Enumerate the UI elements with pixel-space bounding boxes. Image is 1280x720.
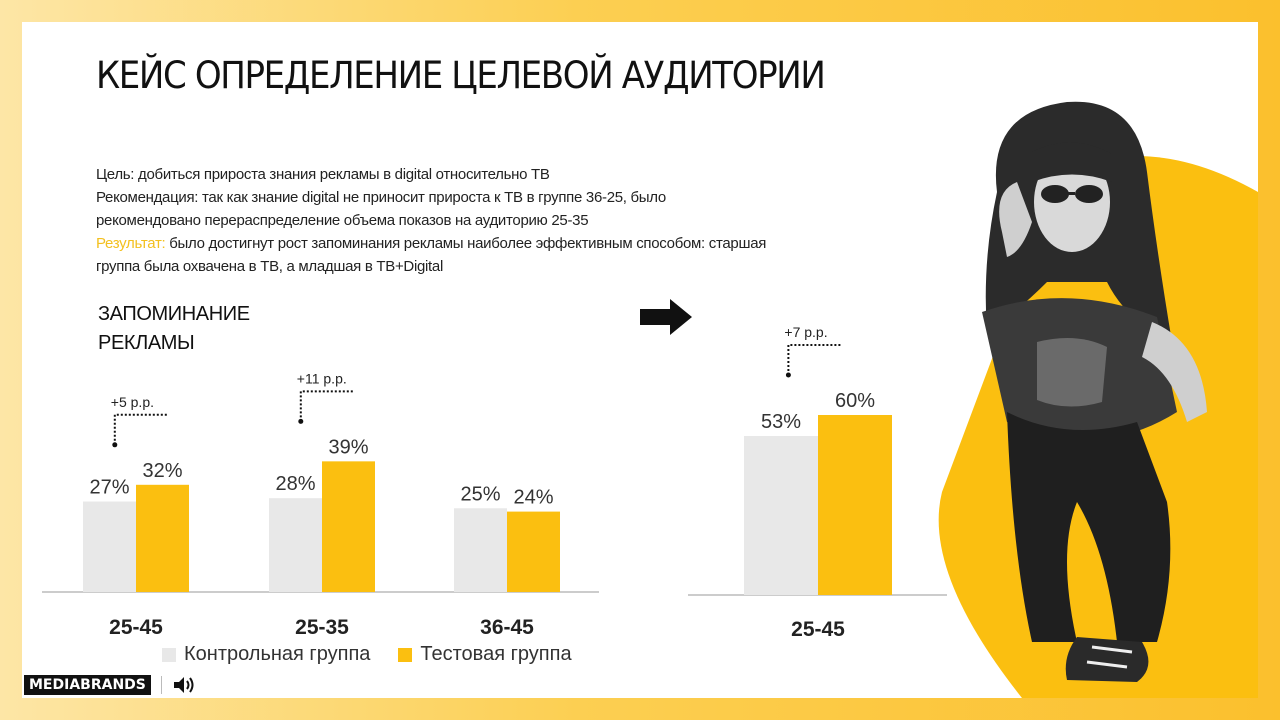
bar-test (507, 511, 560, 592)
chart-legend: Контрольная группа Тестовая группа (162, 643, 572, 666)
legend-swatch-control (162, 647, 176, 662)
divider (160, 676, 162, 694)
annotation-label: +7 p.p. (784, 324, 827, 340)
legend-label-control: Контрольная группа (184, 643, 371, 665)
annotation-label: +11 p.p. (297, 370, 347, 386)
bar-control (454, 508, 507, 592)
result-text-2: группа была охвачена в ТВ, а младшая в Т… (96, 258, 443, 275)
legend-item-test: Тестовая группа (398, 643, 572, 666)
result-line-1: Результат: было достигнут рост запоминан… (96, 232, 856, 255)
bar-control (744, 436, 818, 595)
page-title: КЕЙС ОПРЕДЕЛЕНИЕ ЦЕЛЕВОЙ АУДИТОРИИ (96, 54, 826, 97)
result-text-1: было достигнут рост запоминания рекламы … (165, 235, 767, 252)
category-label: 25-45 (109, 616, 163, 639)
description: Цель: добиться прироста знания рекламы в… (96, 163, 856, 278)
annotation-connector (299, 390, 353, 422)
legend-swatch-test (398, 647, 413, 662)
annotation-connector (787, 344, 841, 375)
speaker-icon[interactable] (172, 675, 196, 695)
footer: MEDIABRANDS (24, 675, 196, 695)
data-label-test: 32% (142, 460, 182, 482)
recommendation-text-2: рекомендовано перераспределение объема п… (96, 212, 589, 229)
bar-control (269, 498, 322, 592)
metric-line-2: РЕКЛАМЫ (98, 332, 195, 354)
category-label: 25-35 (295, 616, 349, 639)
annotation-label: +5 p.p. (111, 394, 154, 410)
bar-test (818, 415, 892, 595)
category-label: 25-45 (791, 618, 845, 641)
data-label-control: 28% (275, 473, 315, 495)
slide: КЕЙС ОПРЕДЕЛЕНИЕ ЦЕЛЕВОЙ АУДИТОРИИ Цель:… (22, 22, 1258, 698)
mediabrands-logo: MEDIABRANDS (24, 675, 151, 695)
legend-item-control: Контрольная группа (162, 643, 370, 666)
result-label: Результат: (96, 235, 166, 252)
bar-charts: 27% 32% 25-45 +5 p.p. 28% 39% 25-35 +11 p.p. 25%… (42, 324, 947, 641)
data-label-control: 27% (89, 477, 129, 499)
bar-test (322, 461, 375, 592)
woman-photo (982, 101, 1207, 682)
metric-line-1: ЗАПОМИНАНИЕ (98, 303, 250, 325)
category-label: 36-45 (480, 616, 534, 639)
data-label-control: 53% (761, 411, 801, 433)
legend-label-test: Тестовая группа (420, 643, 572, 665)
goal-text: Цель: добиться прироста знания рекламы в… (96, 166, 550, 183)
arrow-right-icon (640, 299, 692, 335)
recommendation-text-1: Рекомендация: так как знание digital не … (96, 189, 666, 206)
data-label-test: 39% (328, 436, 368, 458)
bar-control (83, 501, 136, 592)
bar-test (136, 484, 189, 592)
metric-label: ЗАПОМИНАНИЕ РЕКЛАМЫ (98, 300, 298, 358)
data-label-control: 25% (460, 483, 500, 505)
annotation-connector (113, 413, 167, 445)
data-label-test: 60% (835, 390, 875, 412)
data-label-test: 24% (513, 487, 553, 509)
